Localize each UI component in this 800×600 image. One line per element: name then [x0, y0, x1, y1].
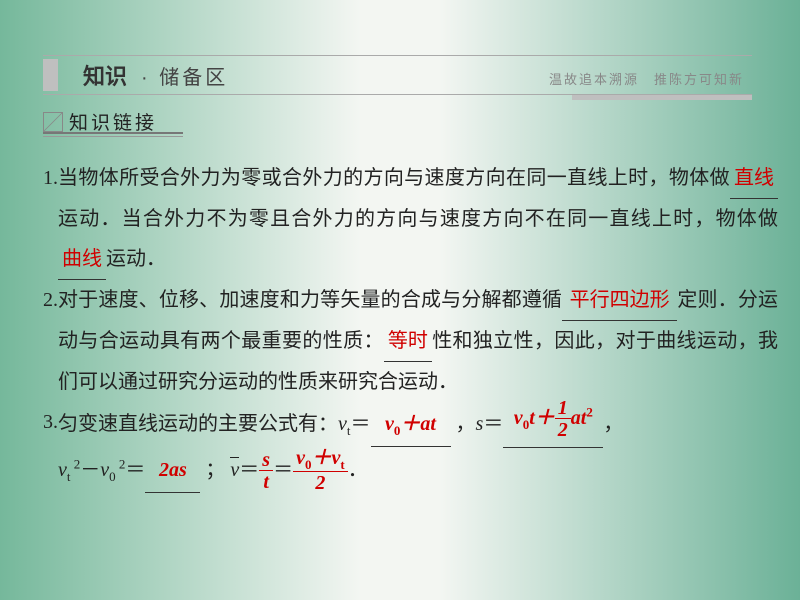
text-segment: 当物体所受合外力为零或合外力的方向与速度方向在同一直线上时，物体做: [58, 167, 730, 189]
item-number: 1.: [43, 158, 58, 280]
math-expr: v: [230, 459, 239, 481]
text-segment: 匀变速直线运动的主要公式有：: [58, 413, 338, 435]
fill-blank: v0t＋12at2: [503, 402, 603, 448]
fill-blank: 直线: [730, 158, 778, 199]
math-var: vt: [58, 459, 71, 481]
header-title-main: 知识: [83, 59, 127, 91]
fill-answer-formula: v0＋vt2: [293, 448, 348, 494]
item-number: 3.: [43, 402, 58, 494]
subheader-underline: [43, 132, 183, 134]
text-segment: 运动．: [106, 248, 166, 270]
subheader-underline-2: [43, 136, 183, 137]
list-item: 3. 匀变速直线运动的主要公式有：vt＝v0＋at ，s＝v0t＋12at2， …: [43, 402, 778, 494]
fill-answer: 等时: [388, 330, 428, 352]
fill-blank: 平行四边形: [562, 280, 677, 321]
item-body: 当物体所受合外力为零或合外力的方向与速度方向在同一直线上时，物体做直线运动．当合…: [58, 158, 778, 280]
content-area: 1. 当物体所受合外力为零或合外力的方向与速度方向在同一直线上时，物体做直线运动…: [43, 158, 778, 494]
fill-answer-formula: v0＋at: [385, 413, 436, 435]
header-bar: 知识 · 储备区 温故追本溯源 推陈方可知新: [43, 55, 752, 95]
header-left-block: [43, 59, 58, 91]
math-var: s: [476, 413, 484, 435]
header-right-block: [572, 95, 752, 100]
math-var: vt: [338, 413, 351, 435]
list-item: 2. 对于速度、位移、加速度和力等矢量的合成与分解都遵循平行四边形定则．分运动与…: [43, 280, 778, 402]
math-var: v: [100, 459, 109, 481]
fill-blank: v0＋at: [371, 402, 451, 447]
fill-answer: 2as: [159, 459, 187, 481]
fill-blank: 2as: [145, 448, 200, 493]
fill-blank: 等时: [384, 321, 432, 362]
header-motto: 温故追本溯源 推陈方可知新: [549, 69, 744, 88]
fill-answer: 平行四边形: [570, 289, 670, 311]
item-body: 对于速度、位移、加速度和力等矢量的合成与分解都遵循平行四边形定则．分运动与合运动…: [58, 280, 778, 402]
item-body: 匀变速直线运动的主要公式有：vt＝v0＋at ，s＝v0t＋12at2， vt …: [58, 402, 778, 494]
list-item: 1. 当物体所受合外力为零或合外力的方向与速度方向在同一直线上时，物体做直线运动…: [43, 158, 778, 280]
fill-answer-formula: st: [259, 450, 273, 493]
fill-answer-formula: v0t＋12at2: [514, 407, 593, 429]
fill-blank: 曲线: [58, 239, 106, 280]
subheader-icon: [43, 112, 63, 132]
item-number: 2.: [43, 280, 58, 402]
fill-answer: 曲线: [62, 248, 102, 270]
text-segment: 运动．当合外力不为零且合外力的方向与速度方向不在同一直线上时，物体做: [58, 208, 778, 230]
text-segment: 对于速度、位移、加速度和力等矢量的合成与分解都遵循: [58, 289, 562, 311]
header-title-sub: · 储备区: [141, 61, 228, 90]
fill-answer: 直线: [734, 167, 774, 189]
subheader-title: 知识链接: [66, 108, 162, 135]
subheader: 知识链接: [43, 108, 162, 135]
